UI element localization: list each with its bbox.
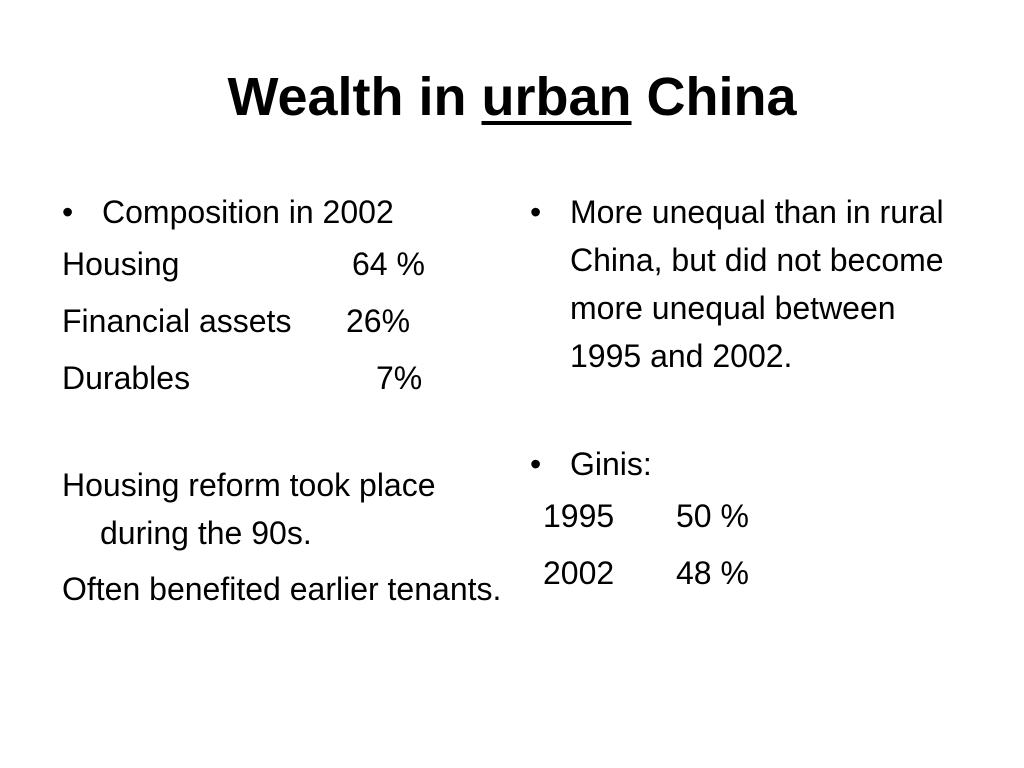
title-underlined-word: urban [481,67,632,127]
composition-value: 7% [376,360,423,396]
inequality-bullet: • More unequal than in rural China, but … [530,188,970,380]
tenants-paragraph: Often benefited earlier tenants. [62,571,502,607]
composition-label: Housing [62,246,180,282]
gini-value: 50 % [676,498,749,534]
gini-year: 2002 [543,555,615,591]
composition-value: 64 % [352,246,425,282]
slide-title: Wealth in urban China [0,64,1024,130]
composition-heading: Composition in 2002 [102,194,394,230]
title-part-2: China [631,67,797,127]
composition-row-financial-assets: Financial assets 26% [62,293,502,350]
spacer [62,407,502,461]
composition-label: Financial assets [62,303,292,339]
right-column: • More unequal than in rural China, but … [530,188,970,602]
ginis-heading: Ginis: [570,446,652,482]
composition-label: Durables [62,360,191,396]
housing-reform-paragraph: Housing reform took place during the 90s… [62,467,436,551]
bullet-icon: • [530,194,542,230]
ginis-bullet: • Ginis: [530,440,970,488]
spacer [530,380,970,440]
composition-row-housing: Housing 64 % [62,236,502,293]
gini-row-1995: 1995 50 % [530,488,970,545]
composition-row-durables: Durables 7% [62,350,502,407]
gini-year: 1995 [543,498,615,534]
gini-row-2002: 2002 48 % [530,545,970,602]
composition-value: 26% [346,303,411,339]
left-column: • Composition in 2002 Housing 64 % Finan… [62,188,502,613]
bullet-icon: • [62,194,74,230]
gini-value: 48 % [676,555,749,591]
title-part-1: Wealth in [227,67,482,127]
composition-bullet: • Composition in 2002 [62,188,502,236]
inequality-text: More unequal than in rural China, but di… [570,194,944,374]
bullet-icon: • [530,446,542,482]
